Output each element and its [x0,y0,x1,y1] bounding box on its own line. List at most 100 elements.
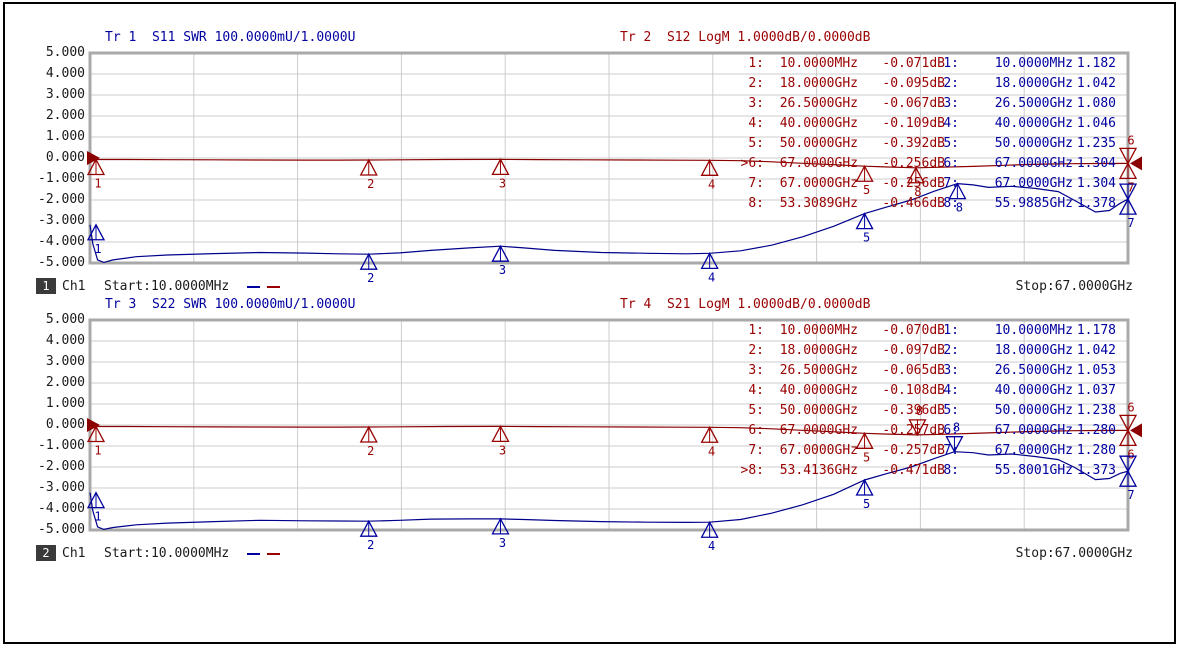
marker-index: 5: [943,403,959,418]
y-axis-tick: -3.000 [38,480,85,495]
marker-number-label: 5 [863,231,870,245]
marker-value: 1.046 [1076,116,1116,131]
y-axis-tick: 2.000 [45,108,85,123]
marker-value: -0.070dB [882,323,945,338]
marker-frequency: 40.0000GHz [779,116,858,131]
marker-index: 2: [943,343,959,358]
channel1-label: Ch1 [62,279,86,294]
marker-number-label: 6 [1127,400,1134,414]
marker-number-label: 3 [499,263,506,277]
trace4-header[interactable]: Tr 4 S21 LogM 1.0000dB/0.0000dB [620,297,871,312]
marker-value: 1.053 [1076,363,1116,378]
y-axis-tick: -4.000 [38,501,85,516]
y-axis-tick: 4.000 [45,333,85,348]
marker-index: 3: [943,96,959,111]
channel2-label: Ch1 [62,546,86,561]
marker-frequency: 67.0000GHz [779,176,858,191]
y-axis-tick: 1.000 [45,396,85,411]
marker-frequency: 67.0000GHz [779,156,858,171]
logm-trace-style-indicator [267,286,280,288]
marker-index: 5: [943,136,959,151]
y-axis-tick: -1.000 [38,438,85,453]
marker-number-label: 1 [94,176,101,190]
marker-frequency: 40.0000GHz [994,383,1073,398]
marker-index: 4: [943,116,959,131]
channel2-stop-frequency: Stop:67.0000GHz [1015,546,1133,561]
marker-value: 1.304 [1076,156,1116,171]
marker-value: -0.071dB [882,56,945,71]
marker-frequency: 50.0000GHz [994,136,1073,151]
marker-value: -0.108dB [882,383,945,398]
marker-index: 7: [748,176,764,191]
marker-number-label: 2 [367,177,374,191]
marker-index: 1: [943,56,959,71]
y-axis-tick: 2.000 [45,375,85,390]
y-axis-tick: 3.000 [45,354,85,369]
marker-number-label: 2 [367,538,374,552]
marker-value: -0.256dB [882,176,945,191]
marker-index: 7: [943,443,959,458]
reference-level-arrow [87,151,100,165]
marker-index: 6: [748,423,764,438]
marker-number-label: 4 [708,270,715,284]
marker-value: -0.257dB [882,423,945,438]
marker-index: 4: [748,383,764,398]
marker-value: -0.109dB [882,116,945,131]
marker-value: 1.280 [1076,423,1116,438]
marker-index: 1: [748,323,764,338]
marker-frequency: 50.0000GHz [994,403,1073,418]
trace1-header[interactable]: Tr 1 S11 SWR 100.0000mU/1.0000U [105,30,356,45]
marker-value: -0.396dB [882,403,945,418]
marker-frequency: 67.0000GHz [994,443,1073,458]
trace2-header[interactable]: Tr 2 S12 LogM 1.0000dB/0.0000dB [620,30,871,45]
marker-index: 5: [748,136,764,151]
marker-frequency: 26.5000GHz [994,363,1073,378]
marker-number-label: 8 [953,421,960,435]
marker-index: 8: [943,463,959,478]
y-axis-tick: -5.000 [38,255,85,270]
trace3-header[interactable]: Tr 3 S22 SWR 100.0000mU/1.0000U [105,297,356,312]
marker-frequency: 18.0000GHz [779,343,858,358]
marker-number-label: 7 [1127,216,1134,230]
marker-index: 2: [748,343,764,358]
marker-number-label: 6 [1127,133,1134,147]
marker-index: 4: [943,383,959,398]
marker-value: 1.304 [1076,176,1116,191]
marker-number-label: 3 [499,536,506,550]
marker-index: 7: [943,176,959,191]
reference-level-arrow [87,418,100,432]
channel1-badge[interactable]: 1 [36,278,56,294]
marker-value: -0.466dB [882,196,945,211]
active-marker-arrow [1130,423,1142,438]
marker-index: 1: [748,56,764,71]
marker-number-label: 3 [499,176,506,190]
marker-value: 1.042 [1076,343,1116,358]
marker-number-label: 5 [863,450,870,464]
marker-frequency: 53.4136GHz [779,463,858,478]
marker-frequency: 26.5000GHz [779,363,858,378]
marker-number-label: 7 [1127,488,1134,502]
marker-value: 1.378 [1076,196,1116,211]
marker-frequency: 26.5000GHz [779,96,858,111]
marker-value: 1.235 [1076,136,1116,151]
marker-value: 1.182 [1076,56,1116,71]
marker-frequency: 67.0000GHz [994,176,1073,191]
y-axis-tick: 1.000 [45,129,85,144]
marker-frequency: 18.0000GHz [994,343,1073,358]
marker-frequency: 26.5000GHz [994,96,1073,111]
marker-number-label: 3 [499,443,506,457]
y-axis-tick: 5.000 [45,45,85,60]
marker-value: 1.042 [1076,76,1116,91]
swr-trace [89,451,1129,531]
y-axis-tick: -2.000 [38,192,85,207]
marker-number-label: 4 [708,177,715,191]
marker-index: 7: [748,443,764,458]
channel1-start-frequency: Start:10.0000MHz [104,279,230,294]
marker-index: 3: [748,363,764,378]
marker-index: >8: [740,463,764,478]
marker-index: 8: [748,196,764,211]
channel2-badge[interactable]: 2 [36,545,56,561]
marker-frequency: 10.0000MHz [994,56,1073,71]
